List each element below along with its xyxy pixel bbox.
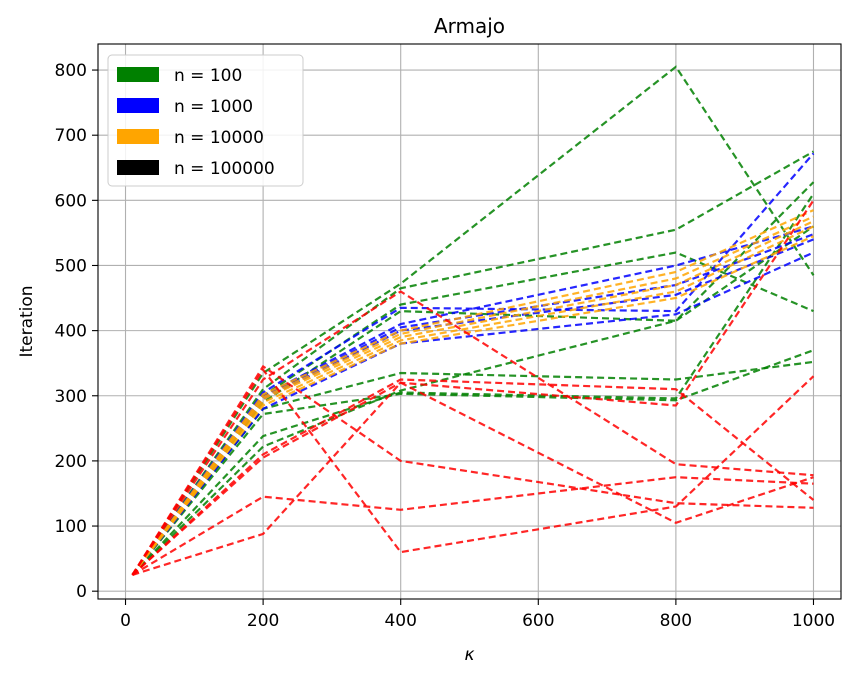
x-axis-label: κ [464,645,474,665]
x-axis-ticks: 0 200 400 600 800 1000 [120,599,835,631]
plot-frame [97,43,842,600]
series-line [131,476,814,576]
x-tick-label: 600 [522,611,554,631]
series-line [131,225,814,576]
y-tick-label: 400 [55,322,87,342]
legend-swatch [117,98,159,113]
y-tick-label: 200 [55,452,87,472]
series-line [131,364,814,576]
y-tick-label: 600 [55,191,87,211]
series-line [131,349,814,576]
series-line [131,65,815,576]
legend: n = 100 n = 1000 n = 10000 n = 100000 [107,54,304,187]
y-tick-label: 100 [55,517,87,537]
legend-swatch [117,129,159,144]
legend-swatch [117,160,159,175]
y-tick-label: 500 [55,256,87,276]
series-line [131,290,814,576]
x-tick-label: 0 [120,611,131,631]
series-line [132,381,814,576]
y-tick-label: 700 [55,126,87,146]
series-line [131,150,815,576]
x-tick-label: 1000 [792,611,835,631]
series-line [131,193,815,576]
y-tick-label: 300 [55,387,87,407]
series-line [131,235,814,576]
y-axis-label: Iteration [17,285,37,357]
legend-label: n = 10000 [174,128,264,148]
series-line [131,360,814,576]
y-tick-label: 800 [55,61,87,81]
series-line [131,225,815,576]
series-line [131,378,815,576]
x-tick-label: 400 [384,611,416,631]
legend-box [107,54,304,187]
y-axis-ticks: 0 100 200 300 400 500 600 700 800 [55,61,98,602]
legend-label: n = 1000 [174,97,253,117]
series-line [131,220,814,576]
y-tick-label: 0 [76,582,87,602]
legend-swatch [117,67,159,82]
x-tick-label: 200 [247,611,279,631]
x-tick-label: 800 [660,611,692,631]
chart-title: Armajo [434,14,505,38]
legend-label: n = 100 [174,66,242,86]
legend-label: n = 100000 [174,159,275,179]
series-lines [131,65,815,576]
